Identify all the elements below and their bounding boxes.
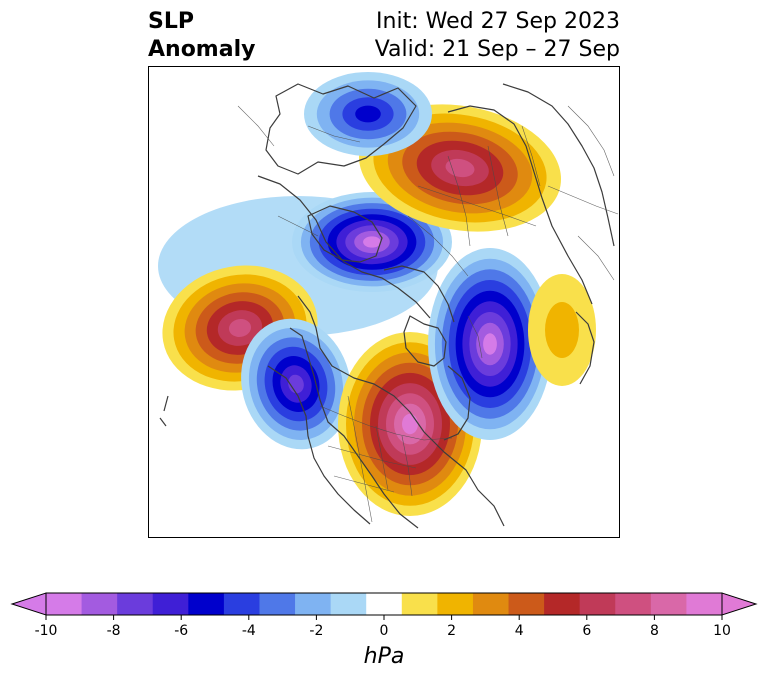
colorbar-tick-label: -6 (174, 623, 188, 639)
colorbar-segment (366, 593, 403, 615)
anomaly-contour-level (545, 302, 579, 358)
anomaly-low-polar (304, 72, 432, 156)
date-info: Init: Wed 27 Sep 2023 Valid: 21 Sep – 27… (375, 8, 620, 64)
colorbar-segment (223, 593, 260, 615)
anomaly-contour-level (483, 333, 497, 355)
colorbar-extend-high (721, 592, 758, 616)
colorbar-ticks: -10 -8 -6 -4 -2 0 2 4 6 8 10 (35, 615, 731, 639)
anomaly-low-arctic-siberia (292, 192, 452, 292)
anomaly-high-europe (528, 274, 596, 386)
colorbar-tick-label: 0 (380, 623, 389, 639)
colorbar-tick-label: -4 (242, 623, 256, 639)
colorbar-segment (508, 593, 545, 615)
colorbar-unit-label: hPa (363, 644, 405, 669)
anomaly-low-north-atlantic (428, 248, 552, 440)
colorbar-segment (330, 593, 367, 615)
colorbar-tick-label: 8 (650, 623, 659, 639)
colorbar-segment (259, 593, 296, 615)
title-line-1: SLP (148, 9, 194, 34)
colorbar-segment (152, 593, 189, 615)
colorbar-segment (188, 593, 225, 615)
colorbar-segment (579, 593, 616, 615)
anomaly-contour-level (288, 374, 304, 394)
colorbar-segment (544, 593, 581, 615)
anomaly-contour-level (402, 413, 418, 435)
colorbar-tick-label: -8 (107, 623, 121, 639)
map-border (148, 66, 620, 538)
colorbar-segment (46, 593, 83, 615)
colorbar-tick-label: 2 (447, 623, 456, 639)
title-line-2: Anomaly (148, 37, 256, 62)
colorbar-segment (81, 593, 118, 615)
map-panel (148, 66, 620, 538)
colorbar-segment (401, 593, 438, 615)
colorbar-tick-label: -10 (35, 623, 58, 639)
anomaly-contour-level (355, 105, 381, 123)
colorbar-tick-label: 6 (582, 623, 591, 639)
colorbar-segment (117, 593, 154, 615)
anomaly-contours (158, 72, 596, 516)
colorbar-tick-label: 4 (515, 623, 524, 639)
init-date: Init: Wed 27 Sep 2023 (376, 9, 620, 34)
political-borders (237, 105, 619, 523)
anomaly-low-gulf-of-alaska (241, 318, 351, 450)
anomaly-contour-level (363, 236, 381, 248)
map-title: SLP Anomaly (148, 8, 255, 64)
colorbar-tick-label: 10 (713, 623, 731, 639)
valid-range: Valid: 21 Sep – 27 Sep (374, 37, 620, 62)
anomaly-contour-level (445, 158, 475, 178)
anomaly-contour-level (228, 319, 252, 337)
map-canvas (148, 66, 620, 538)
colorbar-segment (650, 593, 687, 615)
anomaly-high-eastern-siberia (358, 104, 562, 232)
colorbar-segment (437, 593, 474, 615)
colorbar-segments (10, 592, 758, 616)
colorbar-segment (472, 593, 510, 615)
colorbar-segment (686, 593, 723, 615)
colorbar-segment (295, 593, 332, 615)
colorbar: -10 -8 -6 -4 -2 0 2 4 6 8 10 (10, 592, 758, 639)
colorbar-tick-label: -2 (309, 623, 323, 639)
colorbar-extend-low (10, 592, 47, 616)
colorbar-segment (615, 593, 652, 615)
